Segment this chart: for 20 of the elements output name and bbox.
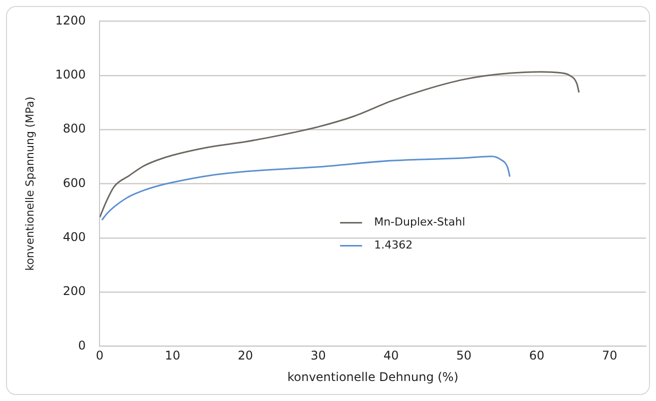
x-tick-label: 20 — [238, 348, 254, 363]
y-axis-title: konventionelle Spannung (MPa) — [23, 96, 36, 271]
x-tick-label: 10 — [164, 348, 180, 363]
x-tick-label: 60 — [529, 348, 544, 363]
y-tick-label: 600 — [62, 176, 86, 190]
x-tick-label: 30 — [310, 348, 326, 363]
legend-label: 1.4362 — [374, 238, 413, 252]
y-tick-label: 400 — [62, 230, 86, 244]
x-axis-title: konventionelle Dehnung (%) — [287, 370, 458, 384]
y-tick-label: 1000 — [55, 67, 86, 82]
line-series — [100, 71, 580, 218]
x-tick-label: 70 — [602, 348, 618, 363]
y-tick-label: 200 — [62, 284, 86, 298]
x-tick-label: 50 — [456, 348, 472, 363]
x-tick-label: 40 — [383, 348, 399, 363]
y-tick-label: 800 — [62, 122, 86, 136]
y-tick-label: 1200 — [55, 13, 86, 28]
legend-label: Mn-Duplex-Stahl — [374, 216, 466, 229]
x-tick-label: 0 — [96, 348, 104, 363]
y-tick-label: 0 — [78, 338, 86, 352]
